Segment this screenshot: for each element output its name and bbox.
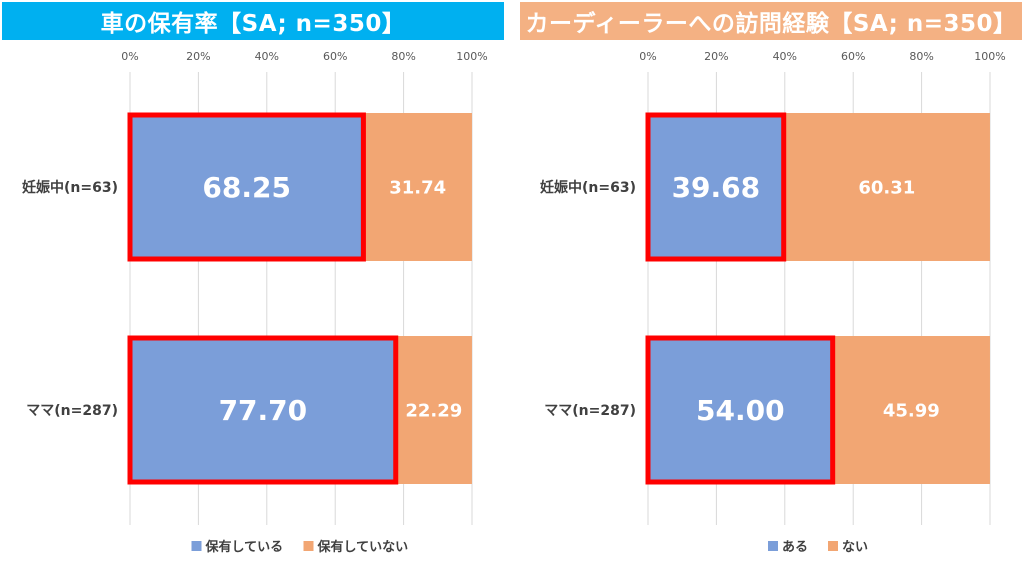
legend-label: ある xyxy=(782,540,808,555)
bar-segment xyxy=(648,113,784,261)
data-label: 77.70 xyxy=(219,394,308,427)
x-tick-label: 20% xyxy=(186,50,210,63)
chart-panel-dealer-visit: カーディーラーへの訪問経験【SA; n=350】 0% 20% 40% 60% 80% 1… xyxy=(520,0,1022,573)
x-tick-label: 100% xyxy=(974,50,1005,63)
x-tick-label: 40% xyxy=(773,50,797,63)
data-label: 31.74 xyxy=(389,177,446,198)
x-tick-label: 20% xyxy=(704,50,728,63)
x-tick-label: 40% xyxy=(255,50,279,63)
category-label: ママ(n=287) xyxy=(26,403,118,419)
x-tick-label: 60% xyxy=(841,50,865,63)
legend-label: 保有していない xyxy=(317,539,409,555)
x-tick-label: 80% xyxy=(391,50,415,63)
highlight-box xyxy=(645,112,787,262)
legend-swatch xyxy=(828,541,838,551)
legend-swatch xyxy=(768,541,778,551)
chart-svg: 0% 20% 40% 60% 80% 100% 68.25 31.74 妊娠中(n=63) 77.… xyxy=(22,50,488,555)
category-label: ママ(n=287) xyxy=(544,403,636,419)
chart-panel-vehicle-ownership: 車の保有率【SA; n=350】 0% 20% 40% 60% 80% 100% 68.25… xyxy=(2,0,504,573)
highlight-box xyxy=(645,335,836,485)
chart-svg: 0% 20% 40% 60% 80% 100% 39.68 60.31 妊娠中(n=63) 54.… xyxy=(540,50,1006,555)
bar-segment xyxy=(363,113,472,261)
bar-segment xyxy=(783,113,990,261)
x-tick-label: 0% xyxy=(121,50,138,63)
bar-segment xyxy=(648,336,833,484)
chart-title: カーディーラーへの訪問経験【SA; n=350】 xyxy=(520,2,1022,40)
chart-title: 車の保有率【SA; n=350】 xyxy=(2,2,504,40)
data-label: 39.68 xyxy=(672,171,761,204)
legend-swatch xyxy=(191,541,202,551)
legend-label: ない xyxy=(842,540,868,555)
legend-label: 保有している xyxy=(205,539,284,555)
data-label: 60.31 xyxy=(858,177,915,198)
data-label: 45.99 xyxy=(883,400,940,421)
category-label: 妊娠中(n=63) xyxy=(540,179,636,196)
bar-segment xyxy=(130,336,396,484)
highlight-box xyxy=(127,335,399,485)
x-tick-label: 60% xyxy=(323,50,347,63)
legend-swatch xyxy=(303,541,314,551)
x-tick-label: 100% xyxy=(456,50,487,63)
data-label: 22.29 xyxy=(405,400,462,421)
bar-segment xyxy=(832,336,990,484)
bar-segment xyxy=(130,113,364,261)
x-tick-label: 80% xyxy=(909,50,933,63)
bar-segment xyxy=(395,336,472,484)
data-label: 68.25 xyxy=(202,171,291,204)
x-tick-label: 0% xyxy=(639,50,656,63)
highlight-box xyxy=(127,112,366,262)
category-label: 妊娠中(n=63) xyxy=(22,179,118,196)
data-label: 54.00 xyxy=(696,394,785,427)
